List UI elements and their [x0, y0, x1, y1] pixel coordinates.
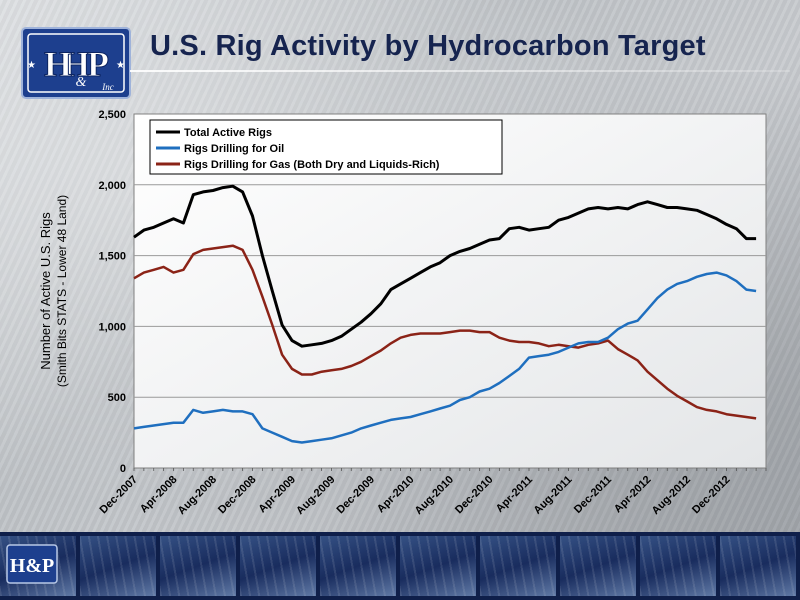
x-tick-label: Dec-2009 [334, 474, 377, 517]
x-axis-ticks: Dec-2007Apr-2008Aug-2008Dec-2008Apr-2009… [97, 474, 732, 518]
y-tick-label: 2,500 [98, 109, 126, 121]
legend-label-gas: Rigs Drilling for Gas (Both Dry and Liqu… [184, 159, 440, 171]
x-tick-label: Aug-2012 [650, 474, 694, 518]
y-tick-label: 2,000 [98, 180, 126, 192]
footer-photo [320, 536, 396, 596]
chart-legend: Total Active Rigs Rigs Drilling for Oil Ri… [149, 119, 503, 175]
x-tick-label: Apr-2011 [494, 474, 535, 515]
footer-photo [400, 536, 476, 596]
footer-logo: H&P [6, 544, 58, 584]
footer-photo [480, 536, 556, 596]
footer-photo [240, 536, 316, 596]
x-tick-label: Dec-2010 [453, 474, 496, 517]
legend-label-total: Total Active Rigs [184, 127, 272, 139]
footer-photo [160, 536, 236, 596]
x-tick-label: Dec-2007 [97, 474, 140, 517]
footer-logo-text: H&P [10, 555, 54, 577]
x-tick-label: Dec-2008 [216, 474, 259, 517]
footer-photo [720, 536, 796, 596]
x-tick-label: Aug-2011 [532, 474, 575, 517]
footer-photo [640, 536, 716, 596]
y-tick-label: 1,000 [98, 321, 126, 333]
title-divider [130, 70, 790, 72]
x-tick-label: Dec-2012 [690, 474, 733, 517]
x-tick-label: Apr-2010 [375, 474, 417, 516]
svg-text:H: H [62, 44, 90, 84]
x-tick-label: Dec-2011 [572, 474, 614, 516]
series-line-total [133, 184, 757, 348]
footer-photo [560, 536, 636, 596]
svg-text:P: P [87, 44, 109, 84]
footer-image-strip: H&P [0, 532, 800, 600]
y-axis-ticks: 0 500 1,000 1,500 2,000 2,500 [98, 109, 126, 475]
gridlines [133, 184, 767, 471]
y-tick-label: 1,500 [98, 251, 126, 263]
slide-title: U.S. Rig Activity by Hydrocarbon Target [150, 30, 706, 62]
svg-text:H: H [44, 44, 72, 84]
y-tick-label: 0 [120, 463, 126, 475]
svg-text:Inc: Inc [101, 82, 114, 92]
company-logo: H H P & Inc ★ ★ [21, 27, 131, 99]
series-line-oil [133, 271, 757, 444]
y-axis-sublabel: (Smith Bits STATS - Lower 48 Land) [55, 195, 69, 387]
x-tick-label: Aug-2010 [413, 474, 457, 518]
series-lines [133, 184, 757, 444]
x-tick-label: Aug-2009 [294, 474, 338, 518]
legend-box [149, 119, 503, 175]
svg-text:★: ★ [116, 60, 125, 71]
legend-label-oil: Rigs Drilling for Oil [184, 143, 284, 155]
x-tick-label: Apr-2008 [138, 474, 180, 516]
footer-photo [80, 536, 156, 596]
series-line-gas [133, 244, 757, 420]
x-tick-label: Apr-2009 [256, 474, 298, 516]
x-tick-label: Apr-2012 [612, 474, 654, 516]
svg-text:★: ★ [27, 60, 36, 71]
y-tick-label: 500 [108, 392, 126, 404]
svg-text:&: & [76, 75, 87, 90]
x-tick-label: Aug-2008 [176, 474, 220, 518]
y-axis-label: Number of Active U.S. Rigs [38, 212, 53, 370]
